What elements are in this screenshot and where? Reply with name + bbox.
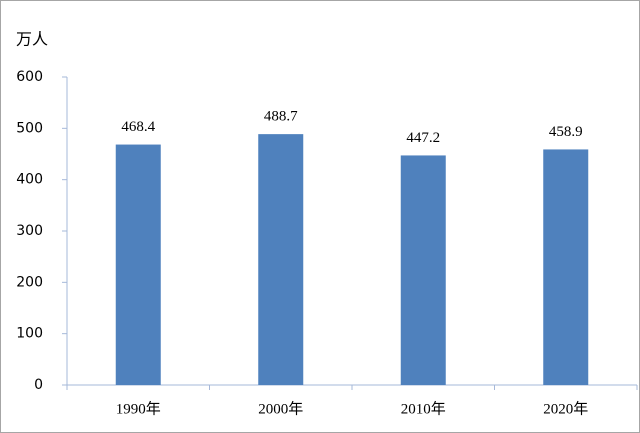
y-tick-label: 300: [16, 223, 43, 239]
bar: [115, 144, 161, 385]
y-tick-label: 600: [16, 69, 43, 85]
data-label: 458.9: [549, 124, 583, 140]
y-tick-label: 100: [16, 326, 43, 342]
x-tick-label: 2000年: [258, 400, 303, 417]
data-label: 488.7: [264, 109, 298, 125]
y-tick-label: 200: [16, 274, 43, 290]
y-tick-label: 400: [16, 172, 43, 188]
y-axis-label: 万人: [16, 30, 48, 49]
bar: [543, 149, 589, 385]
x-tick-label: 2010年: [401, 400, 446, 417]
bar: [258, 134, 304, 385]
bar: [400, 155, 446, 385]
y-tick-label: 0: [34, 377, 43, 393]
x-tick-label: 2020年: [543, 400, 588, 417]
y-tick-label: 500: [16, 120, 43, 136]
x-tick-label: 1990年: [116, 400, 161, 417]
data-label: 468.4: [121, 119, 155, 135]
data-label: 447.2: [406, 130, 440, 146]
